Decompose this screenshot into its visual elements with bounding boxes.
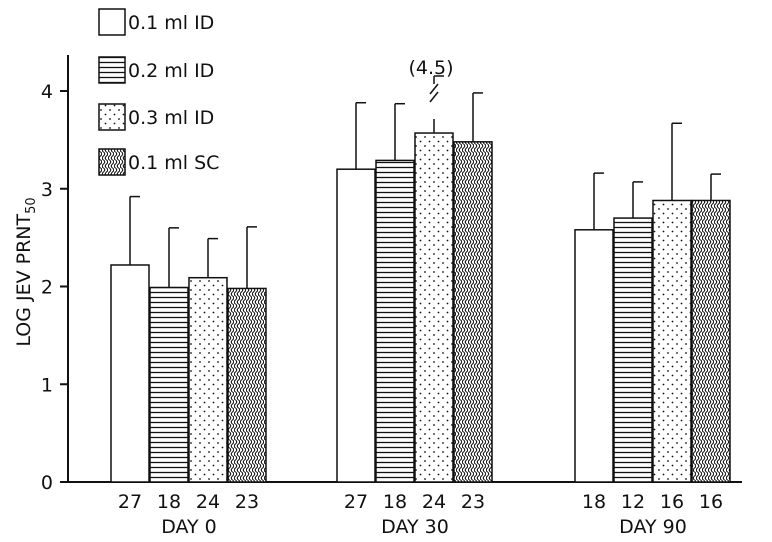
n-label: 12 [621,491,645,513]
legend-label: 0.2 ml ID [128,60,214,82]
bar [375,159,415,483]
axis-break-mark [429,91,439,103]
annotation-label: (4.5) [408,57,453,79]
y-tick-label: 1 [41,374,53,396]
bar [652,199,692,483]
group-label: DAY 0 [161,516,217,538]
legend-label: 0.1 ml SC [128,152,219,174]
legend-swatch [98,8,126,36]
legend: 0.1 ml ID 0.2 ml ID 0.3 ml ID 0.1 ml SC [98,8,219,176]
axis-break-mark [429,83,439,95]
bar [574,229,614,483]
y-tick-label: 0 [41,472,53,494]
n-label: 18 [582,491,606,513]
legend-label: 0.3 ml ID [128,107,214,129]
group-label: DAY 30 [381,516,449,538]
y-axis: 0 1 2 3 4 LOG JEV PRNT50 [13,55,69,494]
bar [149,286,189,483]
bar [110,264,150,483]
n-label: 23 [461,491,485,513]
bars: (4.5) [110,57,731,483]
y-tick-label: 2 [41,277,53,299]
bar [691,199,731,483]
n-label: 16 [660,491,684,513]
n-label: 27 [118,491,142,513]
n-label: 18 [157,491,181,513]
n-label: 24 [422,491,446,513]
y-axis-label-subscript: 50 [24,197,39,214]
bar [336,168,376,483]
y-axis-label: LOG JEV PRNT50 [13,197,39,346]
y-axis-label-main: LOG JEV PRNT [13,214,35,347]
legend-label: 0.1 ml ID [128,12,214,34]
y-tick-label: 4 [41,81,53,103]
y-ticks: 0 1 2 3 4 [41,81,68,494]
n-label: 27 [344,491,368,513]
bar [453,141,493,483]
n-label: 24 [196,491,220,513]
x-labels: 27 18 24 23 DAY 0 27 18 24 23 DAY 30 18 12 16 16 DAY 9… [118,491,723,538]
y-tick-label: 3 [41,179,53,201]
bar [414,132,454,483]
bar [613,217,653,483]
n-label: 18 [383,491,407,513]
bar [227,287,267,483]
n-label: 23 [235,491,259,513]
n-label: 16 [699,491,723,513]
legend-swatch [98,148,126,176]
bar [188,276,228,483]
legend-swatch [98,56,126,84]
legend-swatch [98,103,126,131]
group-label: DAY 90 [619,516,687,538]
